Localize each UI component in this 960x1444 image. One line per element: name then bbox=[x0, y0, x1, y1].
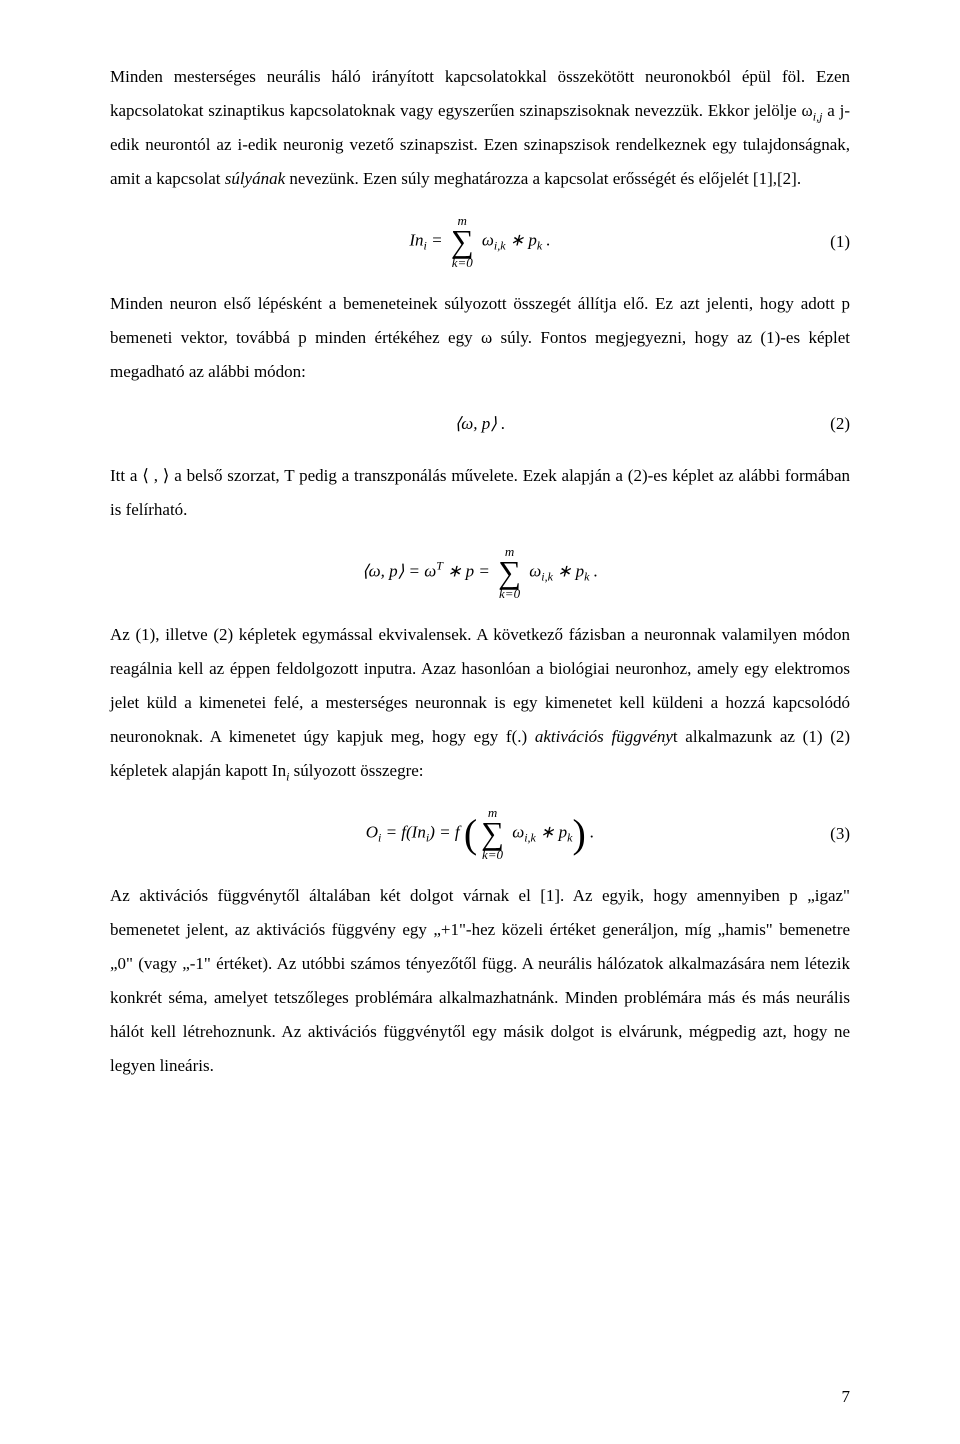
para1-text-c: nevezünk. Ezen súly meghatározza a kapcs… bbox=[285, 169, 801, 188]
eq1-sum-bottom: k=0 bbox=[452, 256, 473, 269]
right-paren-icon: ) bbox=[572, 818, 585, 850]
para2-text: Minden neuron első lépésként a bemenetei… bbox=[110, 294, 850, 381]
eq1-period: . bbox=[542, 231, 551, 250]
eq4-rhs-a: ω bbox=[508, 823, 524, 842]
eq1-rhs-sub: i,k bbox=[494, 239, 506, 253]
paragraph-3: Itt a ⟨ , ⟩ a belső szorzat, T pedig a t… bbox=[110, 459, 850, 527]
paragraph-2: Minden neuron első lépésként a bemenetei… bbox=[110, 287, 850, 389]
para1-italic: súlyának bbox=[225, 169, 285, 188]
eq4-eq: = f(In bbox=[381, 823, 426, 842]
para3-text: Itt a ⟨ , ⟩ a belső szorzat, T pedig a t… bbox=[110, 466, 850, 519]
eq3-sum-bottom: k=0 bbox=[499, 587, 520, 600]
eq4-lhs: O bbox=[366, 823, 378, 842]
sigma-icon: ∑ bbox=[498, 558, 521, 587]
eq4-rhs-b: ∗ p bbox=[536, 823, 567, 842]
para4-italic: aktivációs függvény bbox=[535, 727, 673, 746]
paragraph-1: Minden mesterséges neurális háló irányít… bbox=[110, 60, 850, 196]
para5-text: Az aktivációs függvénytől általában két … bbox=[110, 886, 850, 1075]
equation-4-row: Oi = f(Ini) = f ( m ∑ k=0 ωi,k ∗ pk) . (… bbox=[110, 806, 850, 861]
eq1-lhs: In bbox=[409, 231, 423, 250]
eq4-rhs-sub: i,k bbox=[524, 831, 536, 845]
eq3-rhs-a: ω bbox=[525, 561, 541, 580]
eq3-mid: ∗ p = bbox=[443, 561, 494, 580]
eq4-number: (3) bbox=[830, 817, 850, 851]
eq3-lhs: ⟨ω, p⟩ = ω bbox=[362, 561, 436, 580]
sum-block-1: m ∑ k=0 bbox=[451, 214, 474, 269]
eq2-text: ⟨ω, p⟩ . bbox=[455, 414, 506, 433]
eq4-period: . bbox=[586, 823, 595, 842]
eq4-mid: ) = f bbox=[429, 823, 464, 842]
eq1-rhs-a: ω bbox=[478, 231, 494, 250]
eq3-rhs-b: ∗ p bbox=[553, 561, 584, 580]
equation-3: ⟨ω, p⟩ = ωT ∗ p = m ∑ k=0 ωi,k ∗ pk . bbox=[362, 545, 598, 600]
para1-sub: i,j bbox=[813, 109, 823, 123]
sigma-icon: ∑ bbox=[481, 819, 504, 848]
equation-1-row: Ini = m ∑ k=0 ωi,k ∗ pk . (1) bbox=[110, 214, 850, 269]
equation-1: Ini = m ∑ k=0 ωi,k ∗ pk . bbox=[409, 214, 550, 269]
sum-block-3: m ∑ k=0 bbox=[498, 545, 521, 600]
eq3-sup: T bbox=[436, 559, 443, 573]
page-number: 7 bbox=[842, 1380, 851, 1414]
eq3-period: . bbox=[589, 561, 598, 580]
eq1-rhs-b: ∗ p bbox=[506, 231, 537, 250]
eq2-number: (2) bbox=[830, 407, 850, 441]
eq4-sum-bottom: k=0 bbox=[482, 848, 503, 861]
eq1-equals: = bbox=[427, 231, 447, 250]
para1-text-a: Minden mesterséges neurális háló irányít… bbox=[110, 67, 850, 120]
equation-2-row: ⟨ω, p⟩ . (2) bbox=[110, 407, 850, 441]
eq3-rhs-sub: i,k bbox=[541, 570, 553, 584]
para4-text-c: súlyozott összegre: bbox=[289, 761, 423, 780]
left-paren-icon: ( bbox=[464, 818, 477, 850]
sum-block-4: m ∑ k=0 bbox=[481, 806, 504, 861]
equation-2: ⟨ω, p⟩ . bbox=[455, 407, 506, 441]
sigma-icon: ∑ bbox=[451, 227, 474, 256]
equation-4: Oi = f(Ini) = f ( m ∑ k=0 ωi,k ∗ pk) . bbox=[366, 806, 595, 861]
paragraph-4: Az (1), illetve (2) képletek egymással e… bbox=[110, 618, 850, 788]
paragraph-5: Az aktivációs függvénytől általában két … bbox=[110, 879, 850, 1083]
equation-3-row: ⟨ω, p⟩ = ωT ∗ p = m ∑ k=0 ωi,k ∗ pk . bbox=[110, 545, 850, 600]
eq1-number: (1) bbox=[830, 225, 850, 259]
